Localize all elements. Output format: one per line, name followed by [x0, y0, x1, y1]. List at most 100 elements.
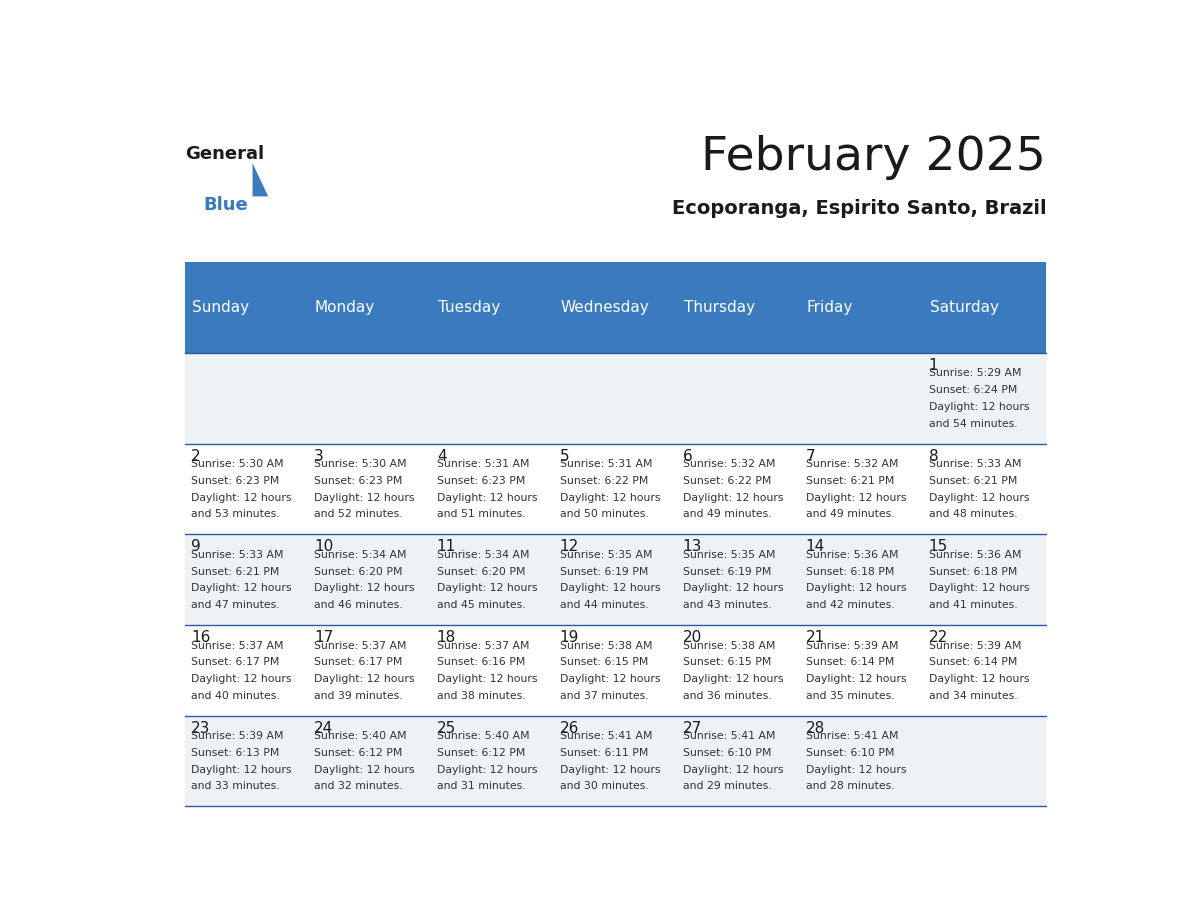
Bar: [309, 443, 431, 534]
Text: Tuesday: Tuesday: [437, 300, 500, 315]
Text: 2: 2: [191, 449, 201, 464]
Bar: [185, 353, 309, 443]
Text: and 41 minutes.: and 41 minutes.: [929, 600, 1017, 610]
Text: 5: 5: [560, 449, 569, 464]
Bar: [185, 716, 309, 806]
Text: and 42 minutes.: and 42 minutes.: [805, 600, 895, 610]
Text: February 2025: February 2025: [701, 135, 1047, 180]
Text: and 43 minutes.: and 43 minutes.: [683, 600, 771, 610]
Text: Sunset: 6:19 PM: Sunset: 6:19 PM: [683, 566, 771, 577]
Bar: [923, 534, 1047, 625]
Text: and 37 minutes.: and 37 minutes.: [560, 690, 649, 700]
Text: Sunrise: 5:37 AM: Sunrise: 5:37 AM: [437, 641, 530, 651]
Text: 15: 15: [929, 539, 948, 554]
Text: 25: 25: [437, 721, 456, 735]
Text: Daylight: 12 hours: Daylight: 12 hours: [437, 674, 537, 684]
Text: Daylight: 12 hours: Daylight: 12 hours: [191, 493, 291, 502]
Bar: [677, 625, 801, 716]
Text: Sunrise: 5:29 AM: Sunrise: 5:29 AM: [929, 368, 1022, 378]
Text: and 28 minutes.: and 28 minutes.: [805, 781, 895, 791]
Text: Sunset: 6:23 PM: Sunset: 6:23 PM: [437, 476, 525, 486]
Text: Daylight: 12 hours: Daylight: 12 hours: [314, 674, 415, 684]
Text: Sunrise: 5:41 AM: Sunrise: 5:41 AM: [805, 732, 898, 741]
Text: and 29 minutes.: and 29 minutes.: [683, 781, 771, 791]
Text: Daylight: 12 hours: Daylight: 12 hours: [437, 583, 537, 593]
Text: Sunset: 6:18 PM: Sunset: 6:18 PM: [805, 566, 895, 577]
Text: Daylight: 12 hours: Daylight: 12 hours: [805, 674, 906, 684]
Text: and 54 minutes.: and 54 minutes.: [929, 419, 1017, 429]
Text: Sunset: 6:12 PM: Sunset: 6:12 PM: [314, 748, 403, 758]
Text: 6: 6: [683, 449, 693, 464]
Bar: [431, 534, 555, 625]
Bar: [923, 443, 1047, 534]
Polygon shape: [253, 163, 268, 196]
Text: 12: 12: [560, 539, 579, 554]
Text: Sunset: 6:17 PM: Sunset: 6:17 PM: [314, 657, 403, 667]
Text: 17: 17: [314, 630, 333, 645]
Text: Sunrise: 5:37 AM: Sunrise: 5:37 AM: [314, 641, 406, 651]
Text: Thursday: Thursday: [683, 300, 754, 315]
Text: and 46 minutes.: and 46 minutes.: [314, 600, 403, 610]
Bar: [801, 353, 923, 443]
Text: 7: 7: [805, 449, 815, 464]
Text: Sunrise: 5:35 AM: Sunrise: 5:35 AM: [560, 550, 652, 560]
Bar: [801, 534, 923, 625]
Text: Sunset: 6:23 PM: Sunset: 6:23 PM: [314, 476, 403, 486]
Text: Sunrise: 5:34 AM: Sunrise: 5:34 AM: [314, 550, 406, 560]
Text: Sunrise: 5:41 AM: Sunrise: 5:41 AM: [683, 732, 776, 741]
Text: 24: 24: [314, 721, 333, 735]
Text: 11: 11: [437, 539, 456, 554]
Bar: [677, 443, 801, 534]
Bar: [801, 625, 923, 716]
Text: and 48 minutes.: and 48 minutes.: [929, 509, 1017, 520]
Text: 1: 1: [929, 358, 939, 373]
Text: Sunrise: 5:34 AM: Sunrise: 5:34 AM: [437, 550, 530, 560]
Text: 19: 19: [560, 630, 580, 645]
Bar: [677, 353, 801, 443]
Text: 28: 28: [805, 721, 824, 735]
Bar: [309, 353, 431, 443]
Text: Wednesday: Wednesday: [561, 300, 650, 315]
Text: 20: 20: [683, 630, 702, 645]
Text: Sunset: 6:12 PM: Sunset: 6:12 PM: [437, 748, 525, 758]
Bar: [431, 716, 555, 806]
Text: and 51 minutes.: and 51 minutes.: [437, 509, 525, 520]
Text: 14: 14: [805, 539, 824, 554]
Text: Sunset: 6:21 PM: Sunset: 6:21 PM: [191, 566, 279, 577]
Text: Sunset: 6:16 PM: Sunset: 6:16 PM: [437, 657, 525, 667]
Text: and 30 minutes.: and 30 minutes.: [560, 781, 649, 791]
Text: Sunset: 6:11 PM: Sunset: 6:11 PM: [560, 748, 649, 758]
Text: Sunday: Sunday: [191, 300, 249, 315]
Text: Daylight: 12 hours: Daylight: 12 hours: [929, 493, 1029, 502]
Text: 26: 26: [560, 721, 580, 735]
Text: Sunset: 6:10 PM: Sunset: 6:10 PM: [805, 748, 895, 758]
Text: 16: 16: [191, 630, 210, 645]
Bar: [431, 443, 555, 534]
Text: and 50 minutes.: and 50 minutes.: [560, 509, 649, 520]
Bar: [555, 716, 677, 806]
Text: Saturday: Saturday: [930, 300, 999, 315]
Bar: [185, 625, 309, 716]
Text: and 33 minutes.: and 33 minutes.: [191, 781, 279, 791]
Text: 21: 21: [805, 630, 824, 645]
Text: 8: 8: [929, 449, 939, 464]
Text: General: General: [185, 145, 265, 163]
Text: Daylight: 12 hours: Daylight: 12 hours: [191, 583, 291, 593]
Bar: [431, 353, 555, 443]
Text: Sunset: 6:22 PM: Sunset: 6:22 PM: [683, 476, 771, 486]
Bar: [185, 534, 309, 625]
Text: Sunset: 6:13 PM: Sunset: 6:13 PM: [191, 748, 279, 758]
Text: Sunrise: 5:30 AM: Sunrise: 5:30 AM: [191, 459, 284, 469]
Bar: [923, 625, 1047, 716]
Bar: [923, 716, 1047, 806]
Bar: [309, 716, 431, 806]
Text: and 40 minutes.: and 40 minutes.: [191, 690, 279, 700]
Text: Daylight: 12 hours: Daylight: 12 hours: [560, 583, 661, 593]
Text: 18: 18: [437, 630, 456, 645]
Text: 4: 4: [437, 449, 447, 464]
Text: Sunset: 6:20 PM: Sunset: 6:20 PM: [437, 566, 525, 577]
Bar: [185, 443, 309, 534]
Text: Sunrise: 5:38 AM: Sunrise: 5:38 AM: [683, 641, 776, 651]
Text: Sunrise: 5:40 AM: Sunrise: 5:40 AM: [314, 732, 406, 741]
Text: Sunrise: 5:35 AM: Sunrise: 5:35 AM: [683, 550, 776, 560]
